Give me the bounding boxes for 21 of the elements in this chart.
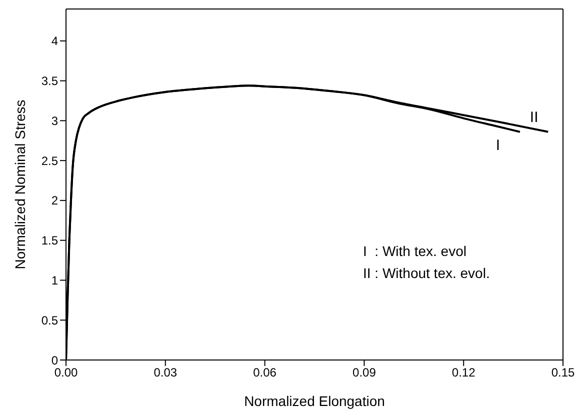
y-tick-label: 3.5: [41, 74, 58, 88]
y-tick-label: 3: [51, 114, 58, 128]
x-axis-title: Normalized Elongation: [244, 393, 385, 409]
x-tick-label: 0.06: [253, 366, 277, 380]
y-axis-title: Normalized Nominal Stress: [12, 100, 28, 270]
y-tick-label: 2.5: [41, 154, 58, 168]
x-tick-label: 0.09: [352, 366, 376, 380]
series-label: I: [496, 136, 500, 154]
annotation: II : Without tex. evol.: [363, 264, 490, 283]
x-tick-label: 0.12: [452, 366, 476, 380]
y-tick-label: 2: [51, 194, 58, 208]
y-tick-label: 0: [51, 353, 58, 368]
y-tick-label: 0.5: [41, 313, 58, 328]
x-tick-label: 0.00: [54, 366, 78, 380]
series-label: II: [530, 108, 538, 126]
y-tick-label: 1.5: [41, 234, 58, 248]
y-tick-label: 4: [51, 34, 58, 48]
y-tick-label: 1: [51, 273, 58, 288]
x-tick-label: 0.15: [551, 366, 575, 380]
x-tick-label: 0.03: [154, 366, 178, 380]
annotation: I : With tex. evol: [363, 242, 468, 261]
